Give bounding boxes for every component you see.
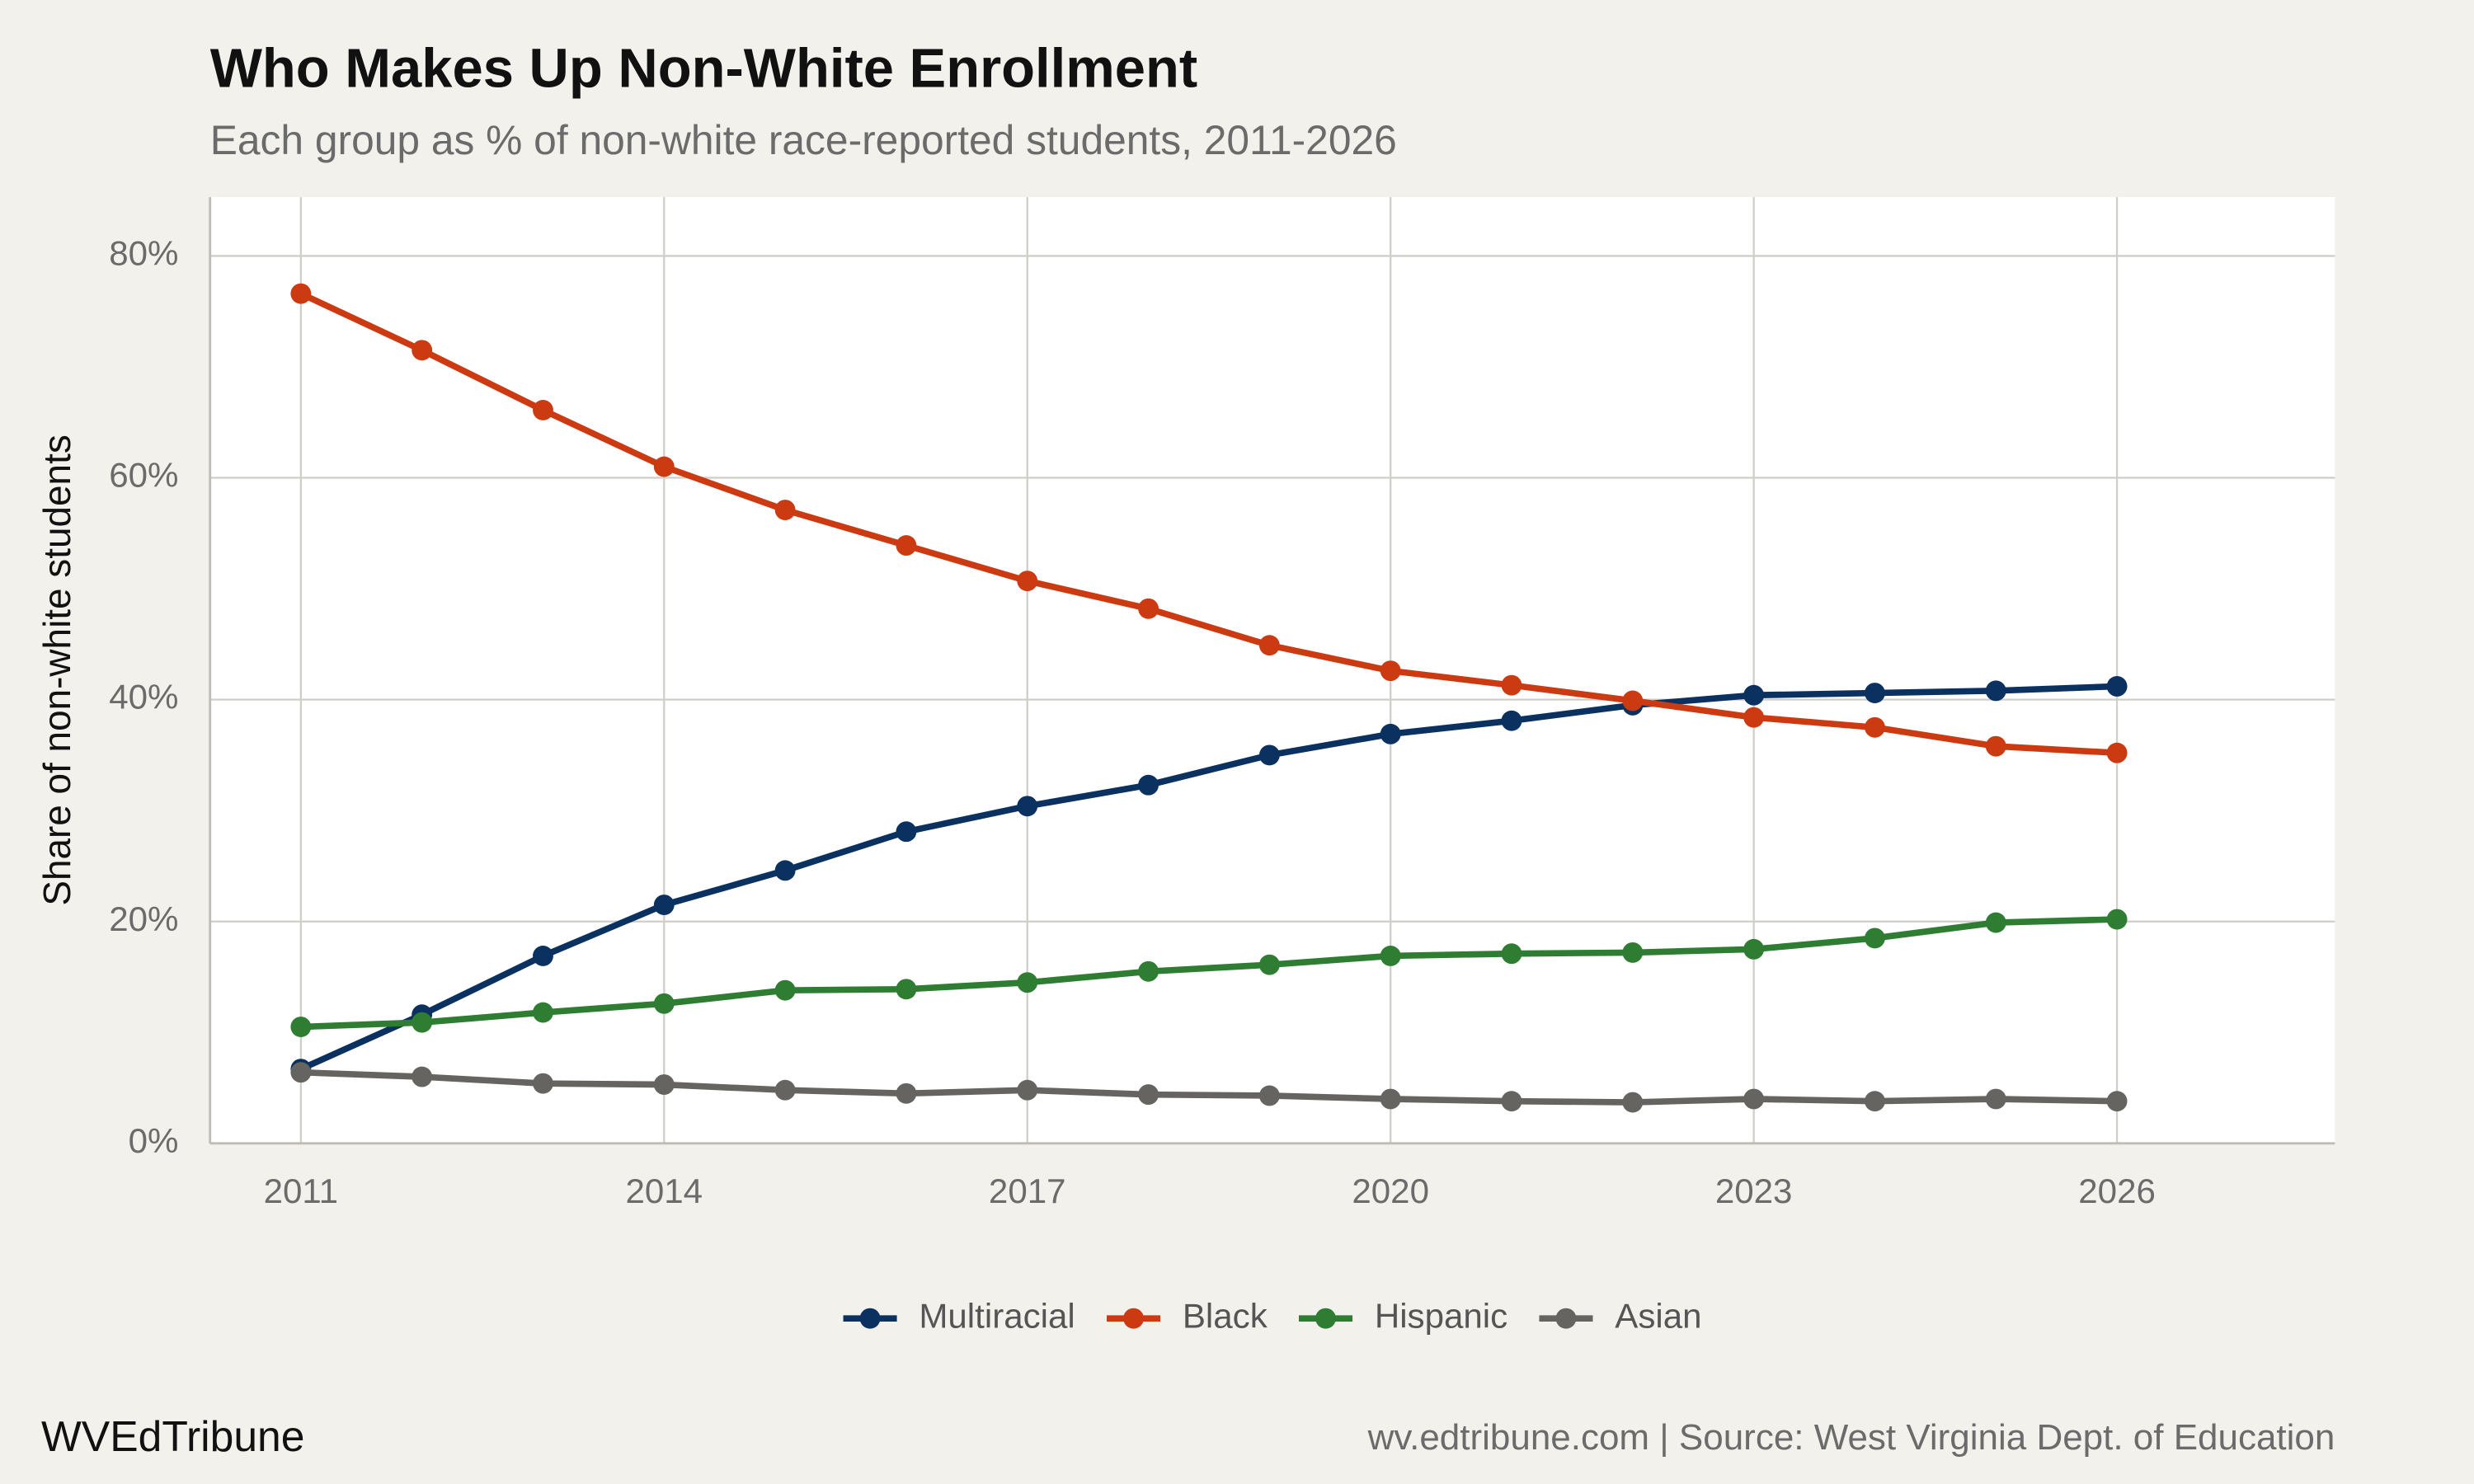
data-point (1138, 1084, 1159, 1106)
legend-item: Asian (1539, 1296, 1702, 1335)
data-point (1380, 660, 1401, 682)
data-point (1985, 1088, 2006, 1110)
data-point (774, 979, 796, 1001)
data-point (412, 340, 433, 361)
data-point (1743, 707, 1765, 728)
data-point (1743, 684, 1765, 706)
data-point (774, 500, 796, 520)
data-point (1258, 744, 1280, 766)
data-point (412, 1012, 433, 1033)
data-point (653, 1074, 675, 1095)
x-tick-label: 2014 (625, 1172, 703, 1210)
data-point (290, 1017, 312, 1037)
data-point (1865, 716, 1885, 738)
data-point (1017, 796, 1038, 817)
chart-subtitle: Each group as % of non-white race-report… (210, 117, 1397, 163)
data-point (1985, 912, 2006, 933)
data-point (1501, 674, 1522, 696)
data-point (1017, 972, 1038, 993)
data-point (653, 456, 675, 477)
legend-item: Black (1107, 1296, 1268, 1335)
data-point (1622, 1092, 1644, 1113)
data-point (1865, 1091, 1885, 1112)
data-point (1865, 683, 1885, 703)
data-point (1743, 1088, 1765, 1110)
legend-swatch-dot (1555, 1308, 1577, 1329)
data-point (896, 821, 917, 843)
data-point (774, 860, 796, 881)
chart-title: Who Makes Up Non-White Enrollment (210, 38, 1197, 100)
y-tick-label: 0% (129, 1121, 179, 1160)
data-point (1138, 598, 1159, 619)
data-point (653, 895, 675, 915)
data-point (1501, 943, 1522, 965)
data-point (1622, 942, 1644, 963)
data-point (290, 1062, 312, 1083)
data-point (1501, 710, 1522, 731)
series-line (299, 683, 2118, 1073)
data-point (1865, 928, 1885, 949)
data-point (1743, 938, 1765, 960)
data-point (290, 283, 312, 304)
legend-label: Asian (1615, 1296, 1701, 1335)
data-point (1138, 774, 1159, 796)
legend-label: Hispanic (1375, 1296, 1507, 1335)
legend-label: Black (1183, 1296, 1268, 1335)
data-point (653, 993, 675, 1014)
data-point (1258, 635, 1280, 656)
x-tick-label: 2017 (989, 1172, 1066, 1210)
data-point (1017, 1079, 1038, 1101)
series-line (299, 290, 2118, 757)
data-point (1258, 954, 1280, 975)
data-point (412, 1066, 433, 1087)
plot-panel (209, 197, 2335, 1144)
data-point (1380, 723, 1401, 744)
legend-swatch-dot (1123, 1308, 1144, 1329)
data-point (896, 979, 917, 1000)
data-point (1985, 680, 2006, 702)
data-point (896, 535, 917, 556)
y-tick-label: 60% (109, 456, 178, 495)
legend-swatch-dot (1315, 1308, 1336, 1329)
data-point (2106, 1091, 2128, 1112)
series-line (300, 916, 2118, 1031)
data-point (1017, 571, 1038, 592)
x-tick-label: 2011 (264, 1172, 338, 1210)
data-point (1622, 690, 1644, 711)
data-point (1501, 1091, 1522, 1112)
legend-item: Multiracial (843, 1296, 1075, 1335)
y-tick-label: 20% (109, 899, 178, 938)
y-tick-label: 80% (109, 234, 178, 273)
data-point (1138, 960, 1159, 982)
legend-label: Multiracial (919, 1296, 1075, 1335)
data-point (896, 1082, 917, 1104)
x-tick-label: 2020 (1352, 1172, 1429, 1210)
data-point (774, 1079, 796, 1101)
data-point (533, 945, 553, 966)
source: wv.edtribune.com | Source: West Virginia… (1367, 1417, 2335, 1458)
brand: WVEdTribune (41, 1412, 304, 1460)
data-point (1985, 735, 2006, 757)
data-point (1380, 945, 1401, 966)
legend-swatch-dot (859, 1308, 881, 1329)
data-point (2106, 676, 2128, 697)
data-point (533, 1002, 553, 1023)
data-point (1258, 1085, 1280, 1106)
data-point (2106, 909, 2128, 930)
series-line (300, 1068, 2118, 1106)
legend-item: Hispanic (1299, 1296, 1507, 1335)
y-tick-label: 40% (109, 678, 178, 716)
data-point (1380, 1088, 1401, 1110)
data-point (533, 400, 553, 420)
data-point (533, 1073, 553, 1094)
x-tick-label: 2023 (1715, 1172, 1793, 1210)
y-axis-label: Share of non-white students (35, 434, 78, 905)
data-point (2106, 742, 2128, 763)
x-tick-label: 2026 (2078, 1172, 2156, 1210)
